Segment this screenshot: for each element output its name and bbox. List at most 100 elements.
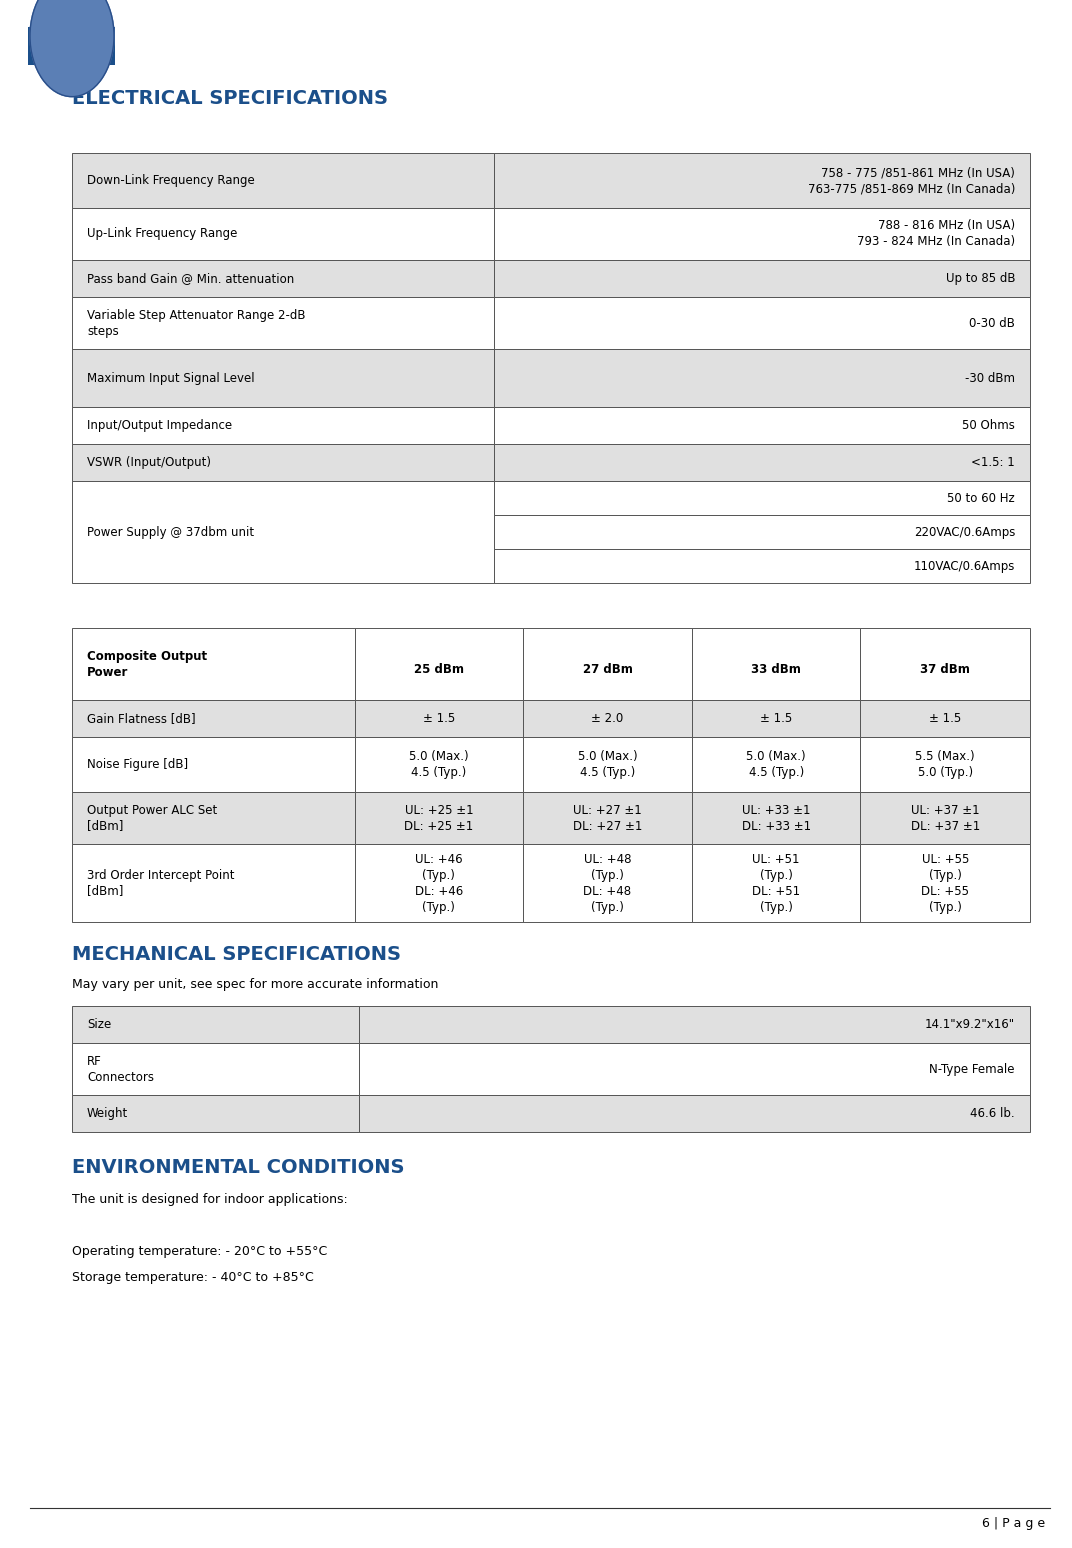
Bar: [493, 260, 1030, 297]
Text: May vary per unit, see spec for more accurate information: May vary per unit, see spec for more acc…: [72, 977, 438, 991]
Text: Composite Output
Power: Composite Output Power: [87, 650, 207, 678]
Bar: [355, 844, 523, 923]
Bar: [523, 628, 691, 700]
Text: <1.5: 1: <1.5: 1: [971, 457, 1015, 469]
Bar: [691, 700, 861, 737]
Bar: [493, 481, 1030, 515]
Text: The unit is designed for indoor applications:: The unit is designed for indoor applicat…: [72, 1192, 347, 1206]
Text: UL: +51
(Typ.)
DL: +51
(Typ.): UL: +51 (Typ.) DL: +51 (Typ.): [753, 853, 800, 913]
Text: 5.5 (Max.)
5.0 (Typ.): 5.5 (Max.) 5.0 (Typ.): [915, 749, 976, 779]
Bar: [72, 1006, 359, 1043]
Text: 110VAC/0.6Amps: 110VAC/0.6Amps: [913, 559, 1015, 573]
Text: UL: +25 ±1
DL: +25 ±1: UL: +25 ±1 DL: +25 ±1: [404, 803, 474, 833]
Bar: [493, 444, 1030, 481]
Text: 33 dBm: 33 dBm: [751, 663, 801, 676]
Bar: [861, 737, 1030, 793]
Text: 0-30 dB: 0-30 dB: [969, 316, 1015, 330]
Bar: [72, 407, 493, 444]
Bar: [493, 515, 1030, 550]
Text: Operating temperature: - 20°C to +55°C: Operating temperature: - 20°C to +55°C: [72, 1245, 327, 1257]
Bar: [72, 793, 355, 844]
Text: 3rd Order Intercept Point
[dBm]: 3rd Order Intercept Point [dBm]: [87, 868, 235, 898]
Text: UL: +48
(Typ.)
DL: +48
(Typ.): UL: +48 (Typ.) DL: +48 (Typ.): [583, 853, 631, 913]
Text: Up to 85 dB: Up to 85 dB: [946, 272, 1015, 285]
Text: Output Power ALC Set
[dBm]: Output Power ALC Set [dBm]: [87, 803, 218, 833]
Bar: [355, 737, 523, 793]
Bar: [72, 844, 355, 923]
Text: Gain Flatness [dB]: Gain Flatness [dB]: [87, 712, 195, 724]
Bar: [861, 844, 1030, 923]
Bar: [355, 793, 523, 844]
Text: UL: +37 ±1
DL: +37 ±1: UL: +37 ±1 DL: +37 ±1: [910, 803, 980, 833]
Bar: [72, 260, 493, 297]
Text: UL: +46
(Typ.)
DL: +46
(Typ.): UL: +46 (Typ.) DL: +46 (Typ.): [415, 853, 463, 913]
Text: Input/Output Impedance: Input/Output Impedance: [87, 420, 233, 432]
Bar: [523, 737, 691, 793]
Text: ± 2.0: ± 2.0: [592, 712, 624, 724]
Bar: [691, 844, 861, 923]
Text: 46.6 lb.: 46.6 lb.: [970, 1107, 1015, 1121]
Text: Power Supply @ 37dbm unit: Power Supply @ 37dbm unit: [87, 525, 254, 539]
Bar: [691, 628, 861, 700]
Bar: [72, 700, 355, 737]
Text: ± 1.5: ± 1.5: [422, 712, 455, 724]
Text: Maximum Input Signal Level: Maximum Input Signal Level: [87, 372, 255, 384]
Text: ± 1.5: ± 1.5: [760, 712, 792, 724]
Bar: [359, 1094, 1030, 1132]
Text: 788 - 816 MHz (In USA)
793 - 824 MHz (In Canada): 788 - 816 MHz (In USA) 793 - 824 MHz (In…: [857, 220, 1015, 249]
Bar: [523, 793, 691, 844]
Bar: [72, 207, 493, 260]
Text: G-WAY: G-WAY: [47, 42, 95, 54]
Bar: [359, 1043, 1030, 1094]
Text: 5.0 (Max.)
4.5 (Typ.): 5.0 (Max.) 4.5 (Typ.): [410, 749, 468, 779]
Circle shape: [30, 0, 114, 96]
Bar: [493, 297, 1030, 348]
Text: Variable Step Attenuator Range 2-dB
steps: Variable Step Attenuator Range 2-dB step…: [87, 308, 306, 337]
Bar: [72, 348, 493, 407]
Text: RF
Connectors: RF Connectors: [87, 1054, 154, 1084]
Text: UL: +33 ±1
DL: +33 ±1: UL: +33 ±1 DL: +33 ±1: [742, 803, 810, 833]
Text: Weight: Weight: [87, 1107, 129, 1121]
Text: Noise Figure [dB]: Noise Figure [dB]: [87, 759, 188, 771]
Text: MECHANICAL SPECIFICATIONS: MECHANICAL SPECIFICATIONS: [72, 944, 401, 963]
Text: -30 dBm: -30 dBm: [965, 372, 1015, 384]
Text: ELECTRICAL SPECIFICATIONS: ELECTRICAL SPECIFICATIONS: [72, 88, 388, 107]
Bar: [523, 700, 691, 737]
Bar: [523, 844, 691, 923]
Bar: [493, 407, 1030, 444]
Text: 758 - 775 /851-861 MHz (In USA)
763-775 /851-869 MHz (In Canada): 758 - 775 /851-861 MHz (In USA) 763-775 …: [807, 166, 1015, 195]
Text: Storage temperature: - 40°C to +85°C: Storage temperature: - 40°C to +85°C: [72, 1271, 314, 1283]
Text: Pass band Gain @ Min. attenuation: Pass band Gain @ Min. attenuation: [87, 272, 294, 285]
Text: 50 to 60 Hz: 50 to 60 Hz: [948, 492, 1015, 505]
Bar: [691, 737, 861, 793]
Text: VSWR (Input/Output): VSWR (Input/Output): [87, 457, 211, 469]
Bar: [691, 793, 861, 844]
Text: N-Type Female: N-Type Female: [929, 1062, 1015, 1076]
Bar: [72, 153, 493, 207]
Text: 25 dBm: 25 dBm: [414, 663, 464, 676]
Bar: [28, 26, 115, 65]
Text: 220VAC/0.6Amps: 220VAC/0.6Amps: [913, 525, 1015, 539]
Bar: [72, 1043, 359, 1094]
Text: 50 Ohms: 50 Ohms: [963, 420, 1015, 432]
Text: Up-Link Frequency Range: Up-Link Frequency Range: [87, 228, 237, 240]
Text: Down-Link Frequency Range: Down-Link Frequency Range: [87, 173, 255, 187]
Bar: [355, 700, 523, 737]
Bar: [355, 628, 523, 700]
Bar: [72, 297, 493, 348]
Text: 6 | P a g e: 6 | P a g e: [982, 1517, 1045, 1529]
Bar: [72, 1094, 359, 1132]
Text: ENVIRONMENTAL CONDITIONS: ENVIRONMENTAL CONDITIONS: [72, 1158, 404, 1176]
Text: MICROWAVE: MICROWAVE: [48, 54, 95, 63]
Bar: [493, 207, 1030, 260]
Bar: [72, 737, 355, 793]
Bar: [493, 153, 1030, 207]
Text: ± 1.5: ± 1.5: [929, 712, 962, 724]
Bar: [359, 1006, 1030, 1043]
Bar: [861, 628, 1030, 700]
Bar: [493, 348, 1030, 407]
Text: 27 dBm: 27 dBm: [582, 663, 632, 676]
Bar: [72, 481, 493, 584]
Bar: [72, 444, 493, 481]
Text: UL: +55
(Typ.)
DL: +55
(Typ.): UL: +55 (Typ.) DL: +55 (Typ.): [921, 853, 969, 913]
